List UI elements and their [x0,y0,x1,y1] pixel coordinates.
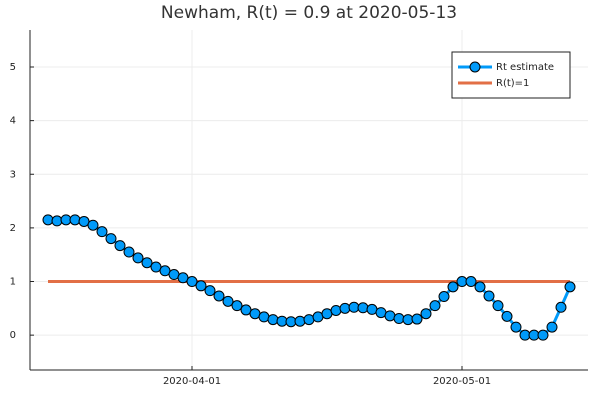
y-tick-label: 2 [10,223,16,234]
data-point [483,290,495,302]
data-point [159,265,171,277]
data-point [447,281,459,293]
data-point [204,285,216,297]
x-tick-label: 2020-04-01 [163,376,221,387]
data-point [411,313,423,325]
y-tick-label: 4 [10,116,16,127]
data-point [402,314,414,326]
data-point [564,281,576,293]
data-point [546,321,558,333]
data-point [366,303,378,315]
y-tick-label: 0 [10,330,16,341]
data-point [339,302,351,314]
data-point [285,316,297,328]
data-point [78,215,90,227]
data-point [186,276,198,288]
y-tick-label: 3 [10,169,16,180]
legend: Rt estimate R(t)=1 [451,51,571,99]
data-point [240,304,252,316]
data-point [123,246,135,258]
data-point [168,269,180,281]
data-point [555,301,567,313]
data-point [258,311,270,323]
x-tick-label: 2020-05-01 [433,376,491,387]
legend-marker [469,61,481,73]
data-point [393,313,405,325]
data-point [474,281,486,293]
data-point [177,272,189,284]
data-point [231,300,243,312]
data-point [132,252,144,264]
legend-box [451,51,571,99]
data-point [141,257,153,269]
legend-label: R(t)=1 [496,78,529,89]
data-point [501,310,513,322]
legend-label: Rt estimate [496,62,554,73]
data-point [492,300,504,312]
data-point [42,214,54,226]
data-point [465,276,477,288]
data-point [249,308,261,320]
data-point [294,315,306,327]
data-point [105,233,117,245]
data-point [384,310,396,322]
data-point [537,329,549,341]
data-point [96,226,108,238]
y-tick-label: 5 [10,62,16,73]
data-point [276,315,288,327]
data-point [195,280,207,292]
data-point [303,314,315,326]
y-tick-label: 1 [10,277,16,288]
data-point [312,311,324,323]
data-point [150,261,162,273]
data-point [429,300,441,312]
data-point [51,215,63,227]
data-point [357,302,369,314]
data-point [510,321,522,333]
data-point [348,301,360,313]
data-point [87,219,99,231]
data-point [438,291,450,303]
data-point [213,290,225,302]
data-point [222,295,234,307]
data-point [375,307,387,319]
chart-title: Newham, R(t) = 0.9 at 2020-05-13 [161,3,457,23]
data-point [321,308,333,320]
data-point [330,304,342,316]
data-point [114,240,126,252]
data-point [420,308,432,320]
data-point [69,214,81,226]
data-point [267,314,279,326]
